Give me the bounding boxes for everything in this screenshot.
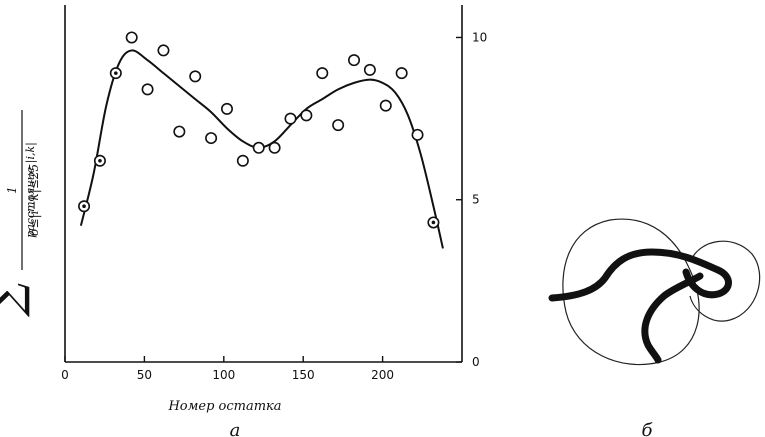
x-tick-label: 100 [212, 368, 235, 382]
data-point [173, 125, 186, 138]
data-point [189, 70, 202, 83]
panel-label-a: а [230, 420, 241, 437]
data-point-center [431, 220, 436, 225]
y-axis-label: 6≤|i−k|≤25 [27, 164, 41, 236]
data-point-center [114, 71, 118, 75]
data-point-center [98, 158, 102, 163]
data-point [411, 128, 424, 141]
data-point [141, 83, 154, 96]
data-point [220, 102, 233, 115]
y-tick-label: 5 [472, 193, 480, 207]
chain-diagram [548, 218, 761, 366]
panel-label-b: б [642, 420, 654, 437]
fit-curve-line [79, 49, 444, 249]
x-tick-label: 50 [137, 368, 152, 382]
data-point [125, 31, 138, 44]
y-axis-label-denominator: расстояние |i,k| [24, 142, 38, 238]
plot-area: 0 50 100 150 200 0 5 10 [61, 5, 487, 382]
data-point [252, 141, 265, 154]
y-tick-label: 10 [472, 30, 487, 44]
polypeptide-chain [548, 248, 732, 364]
y-axis-label-sum-symbol: ∑ [0, 283, 32, 317]
data-point-center [82, 204, 86, 209]
data-point [363, 63, 376, 76]
data-point [395, 67, 408, 80]
data-point [379, 99, 392, 112]
y-axis-label-numerator: 1 [5, 186, 19, 194]
y-axis-label-fraction: 1 расстояние |i,k| [5, 110, 38, 270]
data-point [332, 119, 345, 132]
data-point [205, 132, 218, 145]
data-point [268, 141, 281, 154]
data-point [157, 44, 170, 57]
small-domain-outline [689, 240, 761, 322]
y-axis-label-subscript: 6≤|i−k|≤25 [27, 164, 41, 236]
data-point [300, 109, 313, 122]
data-point [284, 112, 297, 125]
y-tick-label: 0 [472, 355, 480, 369]
x-axis-label: Номер остатка [167, 399, 281, 414]
data-point [316, 67, 329, 80]
x-tick-label: 150 [292, 368, 315, 382]
x-tick-label: 0 [61, 368, 69, 382]
data-point [236, 154, 249, 167]
x-tick-label: 200 [371, 368, 394, 382]
data-point [348, 54, 361, 67]
